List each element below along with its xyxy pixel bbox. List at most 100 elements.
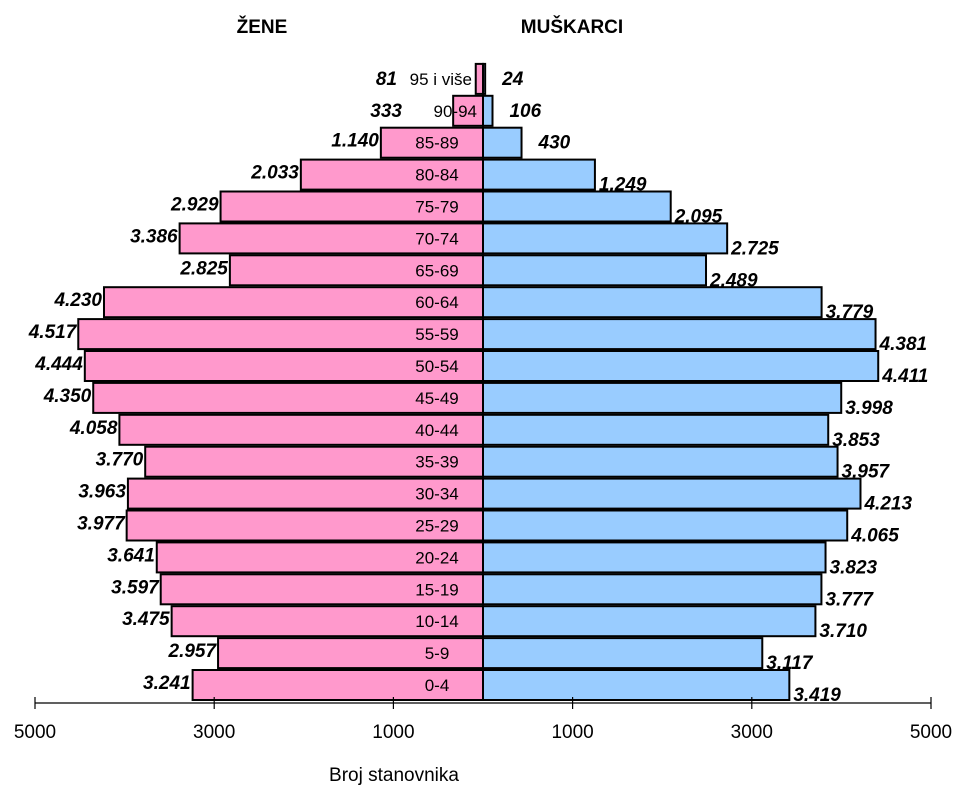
female-bar-13 <box>228 254 484 287</box>
male-value-label-0: 3.419 <box>793 685 841 706</box>
male-bar-10 <box>482 350 880 382</box>
age-label-10: 50-54 <box>415 357 458 376</box>
female-bar-1 <box>217 637 484 670</box>
left-title: ŽENE <box>237 16 288 38</box>
male-value-label-13: 2.489 <box>709 270 758 291</box>
age-label-13: 65-69 <box>415 261 458 280</box>
female-value-label-11: 4.517 <box>28 322 78 343</box>
male-bar-1 <box>482 637 764 670</box>
female-value-label-18: 333 <box>370 101 402 122</box>
age-label-15: 75-79 <box>415 198 458 217</box>
female-value-label-15: 2.929 <box>170 195 219 216</box>
male-value-label-4: 3.823 <box>830 557 878 578</box>
x-tick-label-4: 3000 <box>731 722 773 743</box>
female-bar-4 <box>155 541 485 574</box>
female-value-label-7: 3.770 <box>96 450 144 471</box>
female-bar-5 <box>125 509 484 542</box>
age-label-3: 15-19 <box>415 580 458 599</box>
age-label-5: 25-29 <box>415 517 458 536</box>
age-label-11: 55-59 <box>415 325 458 344</box>
male-value-label-6: 4.213 <box>863 494 912 515</box>
male-bar-3 <box>482 573 823 606</box>
male-bar-17 <box>482 126 523 159</box>
age-label-18: 90-94 <box>434 102 477 121</box>
x-axis-label: Broj stanovnika <box>329 765 459 785</box>
male-value-label-18: 106 <box>509 101 541 122</box>
female-value-label-17: 1.140 <box>331 131 379 152</box>
male-bar-6 <box>482 477 862 510</box>
bars-group <box>77 62 880 701</box>
age-label-16: 80-84 <box>415 166 458 185</box>
male-value-label-7: 3.957 <box>842 462 891 483</box>
male-bar-5 <box>482 509 849 542</box>
age-label-17: 85-89 <box>415 134 458 153</box>
male-bar-16 <box>482 158 596 191</box>
male-value-label-5: 4.065 <box>850 526 899 547</box>
male-value-label-3: 3.777 <box>825 589 874 610</box>
female-bar-12 <box>102 286 484 319</box>
female-value-label-13: 2.825 <box>179 258 228 279</box>
female-bar-11 <box>77 318 485 351</box>
female-bar-6 <box>126 477 485 510</box>
female-value-label-1: 2.957 <box>168 641 218 662</box>
female-bar-18 <box>452 94 485 127</box>
x-tick-label-2: 1000 <box>372 722 414 743</box>
age-label-4: 20-24 <box>415 548 458 567</box>
female-value-label-16: 2.033 <box>250 163 299 184</box>
male-value-label-14: 2.725 <box>730 238 779 259</box>
male-bar-18 <box>482 94 494 127</box>
age-label-19: 95 i više <box>410 70 472 89</box>
female-bar-8 <box>118 413 484 446</box>
age-label-2: 10-14 <box>415 612 458 631</box>
age-label-8: 40-44 <box>415 421 458 440</box>
x-tick-label-1: 3000 <box>193 722 235 743</box>
female-bar-7 <box>144 445 484 478</box>
female-bar-0 <box>191 669 484 701</box>
male-bar-15 <box>482 190 672 223</box>
male-value-label-19: 24 <box>501 69 524 90</box>
male-value-label-10: 4.411 <box>881 366 928 387</box>
male-value-label-11: 4.381 <box>879 334 928 355</box>
female-bar-9 <box>92 381 485 414</box>
age-label-14: 70-74 <box>415 229 458 248</box>
female-bar-2 <box>170 605 484 638</box>
male-bar-7 <box>482 445 839 478</box>
male-value-label-17: 430 <box>538 133 571 154</box>
female-value-label-4: 3.641 <box>107 545 155 566</box>
female-value-label-5: 3.977 <box>77 514 126 535</box>
right-title: MUŠKARCI <box>521 16 623 38</box>
x-tick-label-3: 1000 <box>551 722 593 743</box>
male-value-label-2: 3.710 <box>819 621 867 642</box>
age-label-1: 5-9 <box>425 644 450 663</box>
male-value-label-15: 2.095 <box>674 207 723 228</box>
male-value-label-1: 3.117 <box>766 653 814 674</box>
age-label-7: 35-39 <box>415 453 458 472</box>
female-bar-16 <box>299 158 484 191</box>
male-value-label-8: 3.853 <box>832 430 880 451</box>
male-bar-4 <box>482 541 827 574</box>
female-value-label-19: 81 <box>376 69 397 90</box>
male-value-label-9: 3.998 <box>845 398 893 419</box>
x-axis: 5000 3000 1000 1000 3000 5000 <box>14 697 952 743</box>
male-bar-14 <box>482 222 729 255</box>
x-tick-label-5: 5000 <box>910 722 952 743</box>
age-label-6: 30-34 <box>415 485 458 504</box>
male-value-label-16: 1.249 <box>599 175 647 196</box>
female-value-label-2: 3.475 <box>122 609 170 630</box>
age-label-0: 0-4 <box>425 676 450 695</box>
age-label-12: 60-64 <box>415 293 458 312</box>
male-bar-9 <box>482 381 843 414</box>
male-bar-11 <box>482 318 877 351</box>
male-bar-0 <box>482 669 791 701</box>
male-bar-12 <box>482 286 823 319</box>
female-value-label-14: 3.386 <box>130 226 178 247</box>
x-tick-label-0: 5000 <box>14 722 56 743</box>
male-value-label-12: 3.779 <box>826 302 874 323</box>
female-value-label-9: 4.350 <box>43 386 92 407</box>
labels-group: 0-4 3.241 3.419 5-9 2.957 3.117 10-14 3.475 3.71… <box>28 69 929 706</box>
male-bar-2 <box>482 605 817 638</box>
age-label-9: 45-49 <box>415 389 458 408</box>
male-bar-8 <box>482 413 830 446</box>
female-bar-19 <box>474 62 485 95</box>
